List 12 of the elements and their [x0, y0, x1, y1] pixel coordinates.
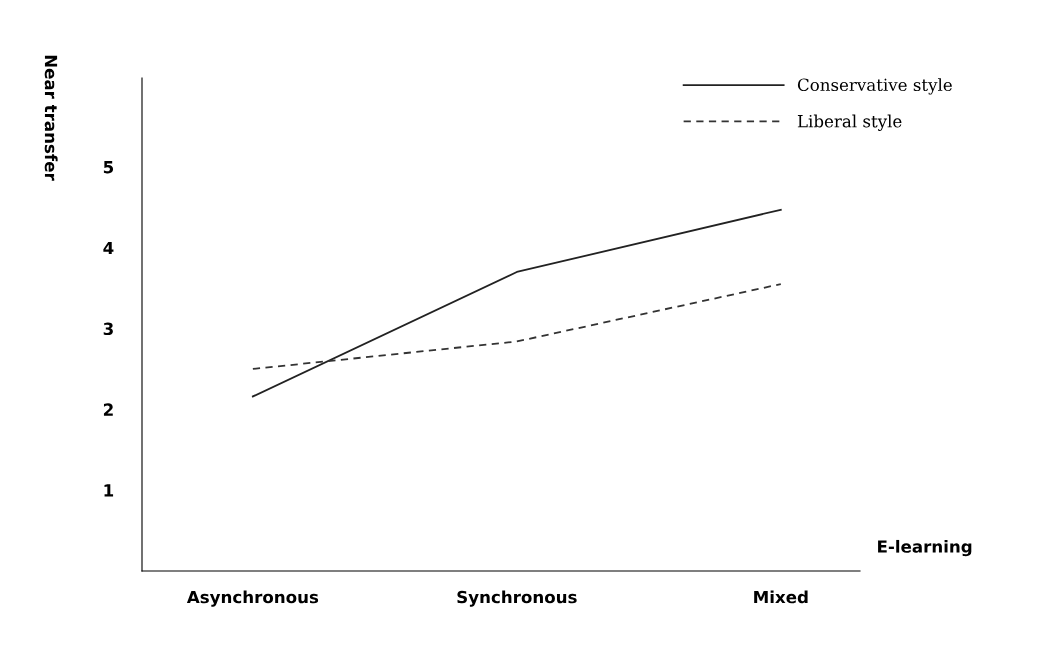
text: Liberal style	[797, 114, 902, 131]
x-tick-label: Mixed	[754, 590, 808, 604]
x-tick-label: Synchronous	[457, 590, 577, 607]
y-tick-label: 4	[103, 241, 114, 255]
x-tick-label: Asynchronous	[186, 590, 319, 607]
y-tick-label: 1	[104, 484, 114, 497]
text: Conservative style	[797, 78, 952, 95]
y-tick-label: 5	[103, 161, 114, 174]
y-tick-label: 2	[103, 403, 113, 416]
x-axis-title: E-learning	[878, 539, 972, 557]
y-tick-label: 3	[103, 322, 113, 336]
y-axis-title: Near transfer	[44, 55, 58, 181]
